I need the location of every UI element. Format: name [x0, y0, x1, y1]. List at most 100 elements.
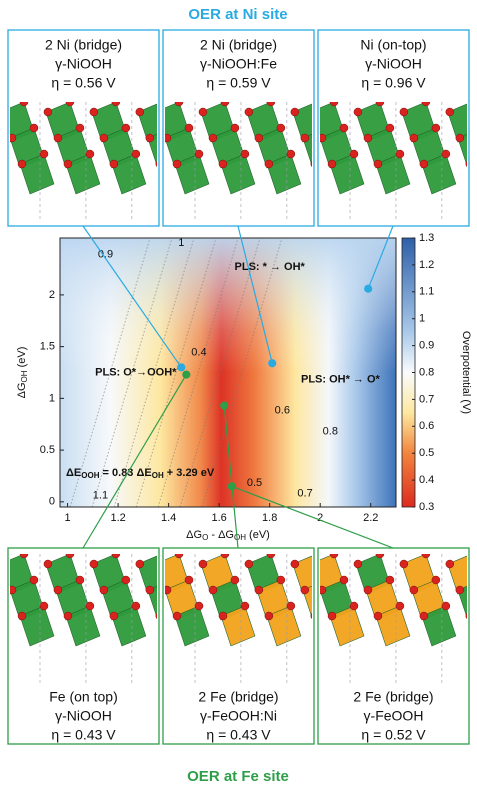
oxygen — [254, 585, 264, 595]
equation-part: OOH — [81, 471, 99, 480]
oxygen — [10, 585, 17, 595]
oxygen — [320, 133, 327, 143]
x-tick-label: 2.2 — [363, 512, 378, 524]
colorbar-tick-label: 0.6 — [419, 420, 434, 432]
colorbar-tick-label: 0.3 — [419, 501, 434, 513]
panel-label: 2 Ni (bridge) — [200, 37, 277, 53]
point — [220, 401, 229, 410]
oxygen — [327, 159, 337, 169]
oxygen — [290, 559, 300, 569]
x-tick-label: 1 — [65, 512, 71, 524]
oxygen — [441, 601, 451, 611]
x-tick-label: 1.2 — [110, 512, 125, 524]
oxygen — [29, 575, 39, 585]
structure-body — [320, 102, 467, 222]
oxygen — [286, 601, 296, 611]
oxygen — [194, 601, 204, 611]
oxygen — [63, 159, 73, 169]
connector — [367, 225, 394, 289]
panel-label: η = 0.59 V — [206, 75, 271, 91]
colorbar-tick-label: 1.2 — [419, 259, 434, 271]
oxygen — [53, 133, 63, 143]
oxygen — [409, 133, 419, 143]
oxygen — [218, 159, 228, 169]
oxygen — [109, 159, 119, 169]
x-axis-label-part: - ΔG — [208, 529, 234, 541]
oxygen — [431, 123, 441, 133]
oxygen — [419, 159, 429, 169]
contour — [69, 237, 151, 508]
oxygen — [165, 133, 172, 143]
oxygen — [39, 149, 49, 159]
contour-label: 0.6 — [275, 405, 290, 417]
oxygen — [155, 612, 157, 620]
colorbar-tick-label: 0.7 — [419, 393, 434, 405]
annotation: PLS: O*→OOH* — [95, 366, 177, 378]
panel-label: γ-NiOOH — [55, 56, 112, 72]
oxygen — [373, 159, 383, 169]
y-tick-label: 0 — [49, 496, 55, 508]
octahedron — [329, 153, 365, 195]
x-tick-label: 1.4 — [161, 512, 176, 524]
contour — [135, 237, 217, 508]
structure-body — [165, 554, 312, 686]
colorbar-tick-label: 0.9 — [419, 340, 434, 352]
oxygen — [363, 585, 373, 595]
contour-label: 0.8 — [323, 425, 338, 437]
oxygen — [421, 102, 431, 107]
x-axis-label-part: (eV) — [246, 529, 270, 541]
octahedron — [174, 153, 210, 195]
oxygen — [131, 149, 141, 159]
equation-part: OH — [152, 471, 164, 480]
oxygen — [254, 133, 264, 143]
oxygen — [445, 107, 455, 117]
oxygen — [385, 575, 395, 585]
contour — [179, 237, 261, 508]
y-axis-label: ΔGOH (eV) — [16, 347, 29, 399]
connector — [237, 225, 273, 364]
colorbar-label: Overpotential (V) — [460, 331, 472, 414]
panel-label: γ-NiOOH — [55, 708, 112, 724]
heatmap-overlay — [60, 238, 396, 507]
oxygen — [75, 575, 85, 585]
structure — [320, 554, 467, 686]
point — [268, 359, 277, 368]
oxygen — [172, 611, 182, 621]
oxygen — [349, 149, 359, 159]
contour-label: 1.1 — [93, 490, 108, 502]
oxygen — [99, 585, 109, 595]
octahedron — [65, 153, 101, 195]
panel-label: η = 0.52 V — [361, 727, 426, 743]
contour-label: 0.7 — [297, 487, 312, 499]
oxygen — [300, 585, 310, 595]
oxygen — [39, 601, 49, 611]
colorbar-tick-label: 1 — [419, 313, 425, 325]
oxygen — [89, 559, 99, 569]
oxygen — [19, 102, 29, 107]
oxygen — [264, 611, 274, 621]
oxygen — [276, 575, 286, 585]
oxygen — [53, 585, 63, 595]
contour — [201, 237, 283, 508]
panel-label: 2 Fe (bridge) — [198, 689, 278, 705]
equation: ΔEOOH = 0.83 ΔEOH + 3.29 eV — [66, 467, 215, 480]
connector — [223, 405, 239, 549]
octahedron — [421, 605, 457, 647]
octahedron — [266, 605, 302, 647]
octahedron — [375, 605, 411, 647]
x-axis-label-part: O — [202, 533, 208, 542]
oxygen — [17, 159, 27, 169]
oxygen — [165, 585, 172, 595]
colorbar-tick-label: 0.5 — [419, 447, 434, 459]
oxygen — [373, 611, 383, 621]
connector — [82, 225, 182, 368]
plot-frame — [59, 237, 397, 508]
oxygen — [145, 133, 155, 143]
oxygen — [339, 575, 349, 585]
oxygen — [310, 612, 312, 620]
oxygen — [220, 554, 230, 559]
oxygen — [441, 149, 451, 159]
x-tick-label: 2 — [317, 512, 323, 524]
panel-label: γ-NiOOH — [365, 56, 422, 72]
